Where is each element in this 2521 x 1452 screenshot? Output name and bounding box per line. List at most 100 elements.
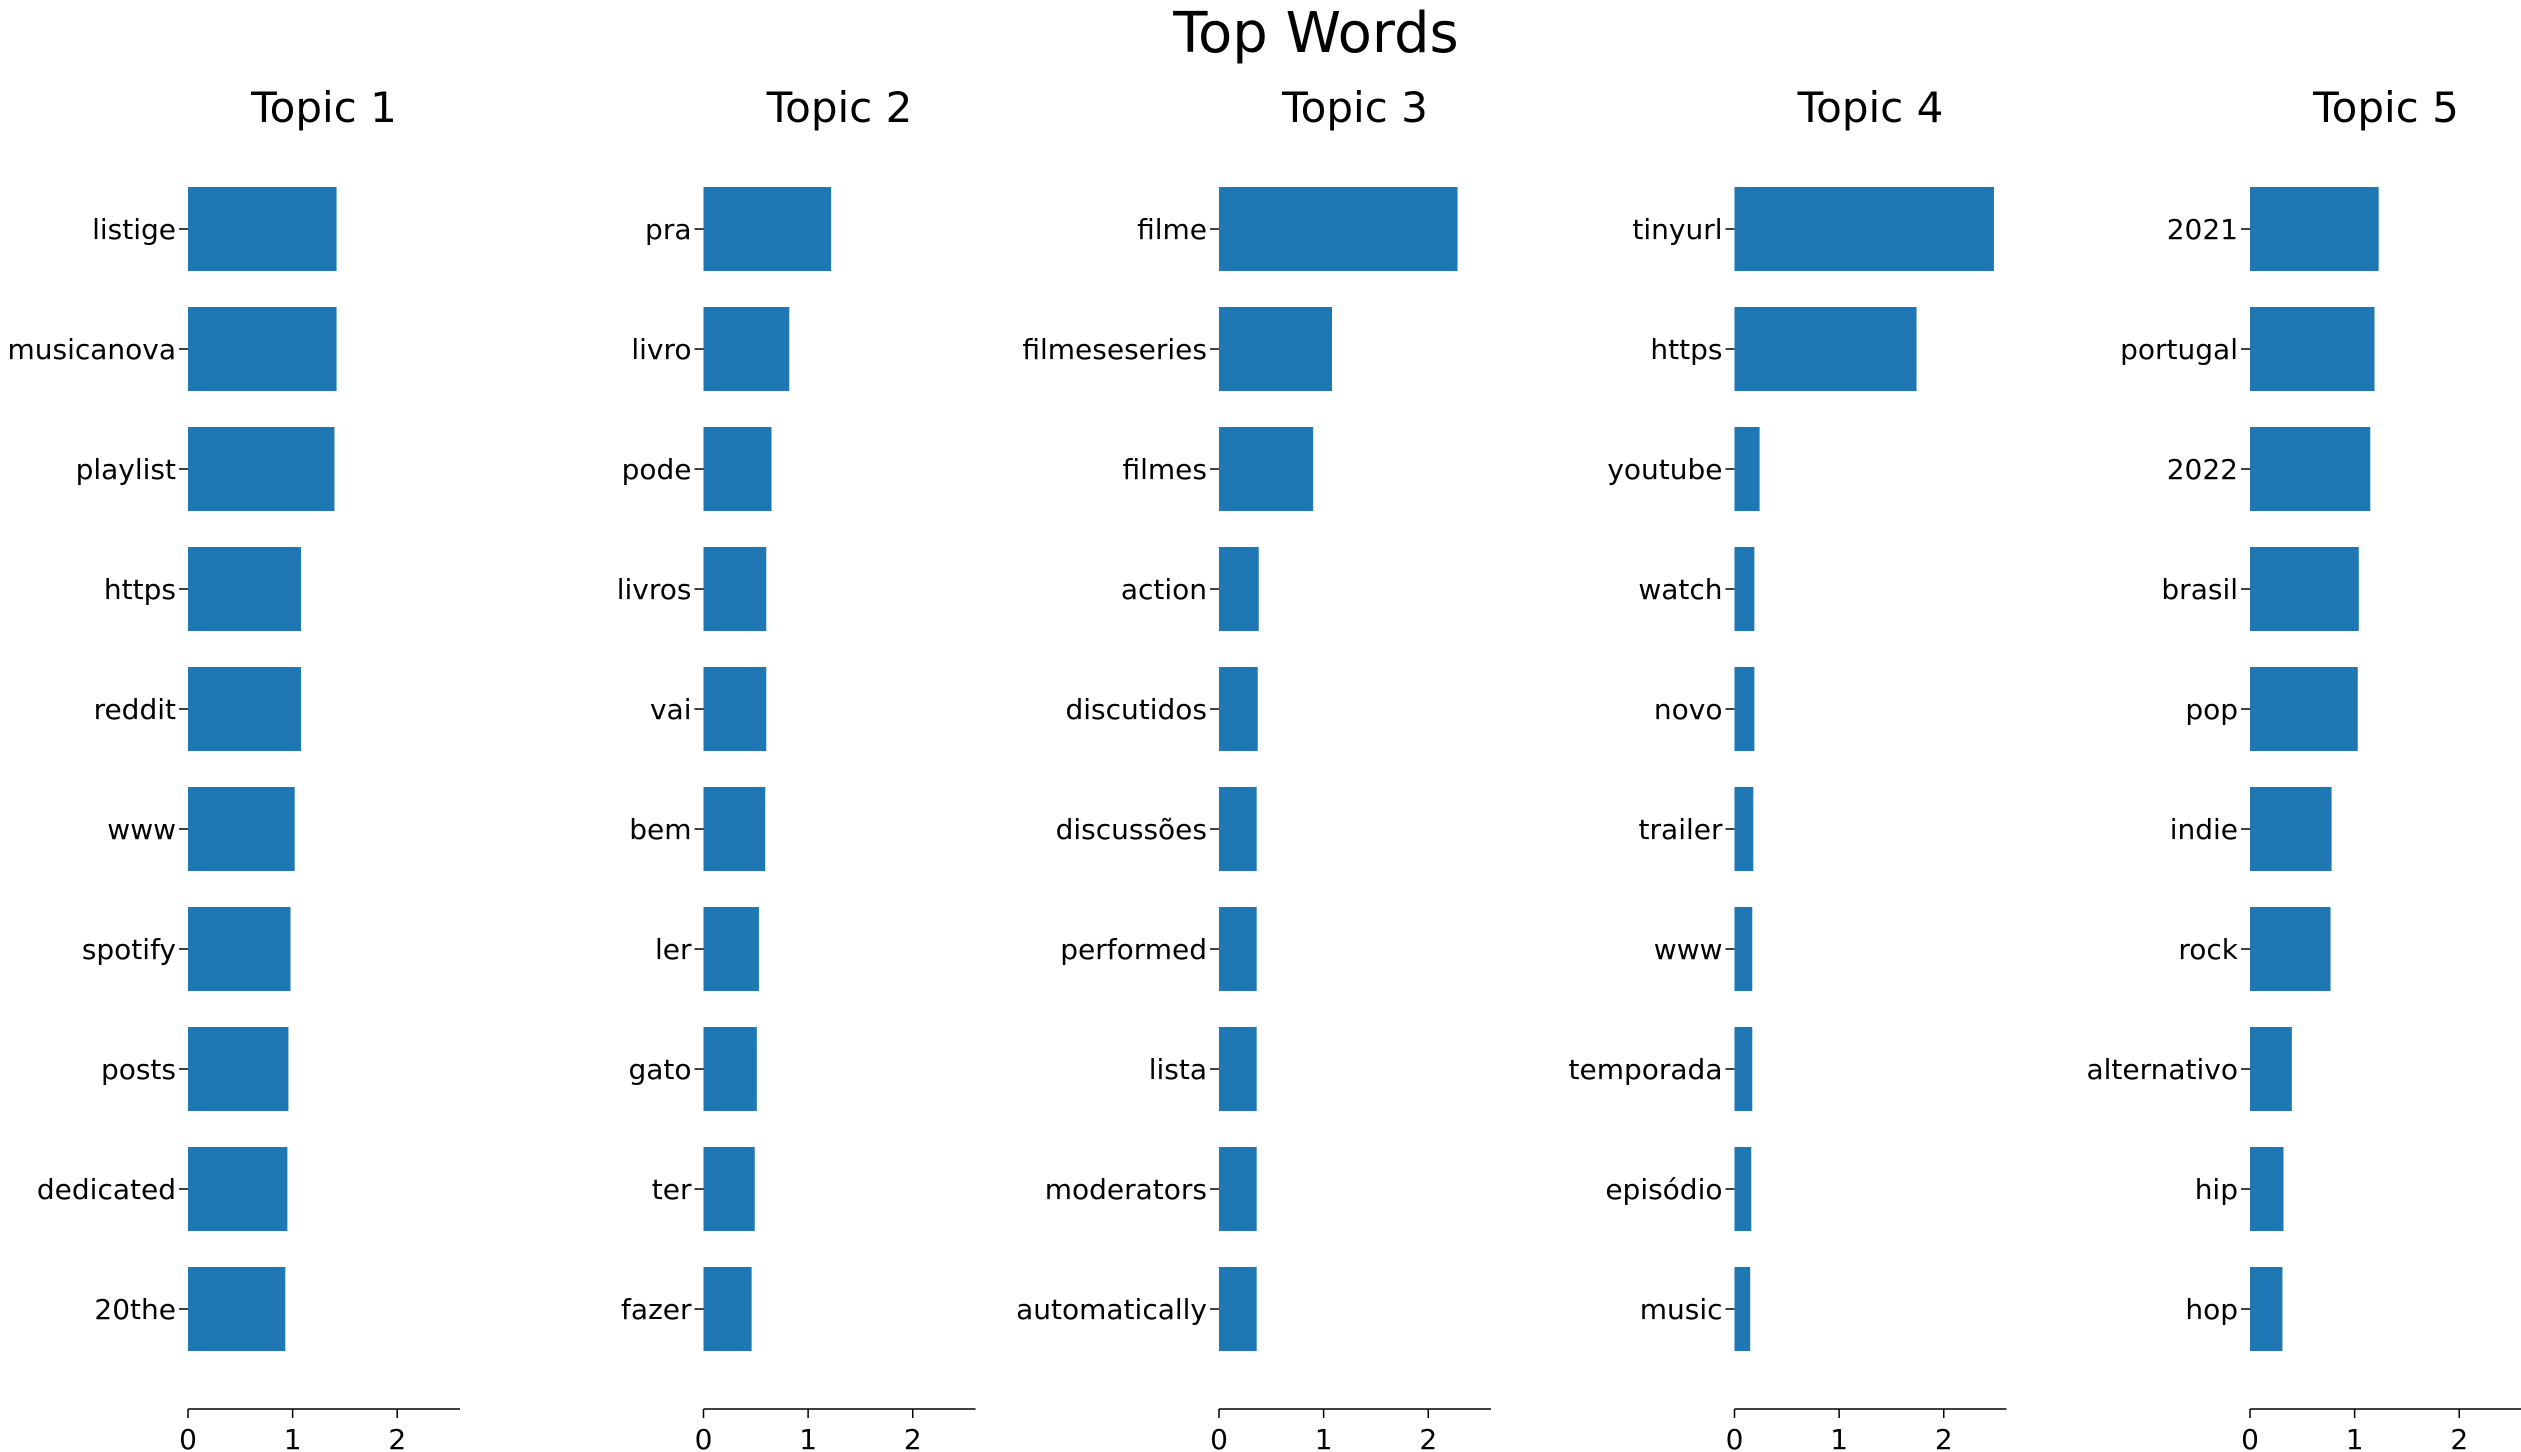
y-tick-label: youtube: [1607, 453, 1722, 486]
bar: [703, 907, 759, 991]
y-tick-label: www: [1654, 933, 1723, 966]
y-tick-label: brasil: [2161, 573, 2238, 606]
topic-panel: Topic 3 filme filmeseseries filmes action dis…: [1016, 83, 1491, 1452]
topic-panel: Topic 2 pra livro pode livros vai bem ler gato te…: [617, 83, 976, 1452]
x-tick-label: 1: [2346, 1423, 2364, 1452]
x-tick-label: 1: [799, 1423, 817, 1452]
y-tick-label: hop: [2185, 1293, 2238, 1326]
figure-title: Top Words: [1172, 1, 1458, 66]
y-tick-label: 2022: [2167, 453, 2238, 486]
bar: [188, 667, 301, 751]
y-tick-label: filmeseseries: [1022, 333, 1207, 366]
bar: [1219, 187, 1458, 271]
bar: [1734, 187, 1994, 271]
y-tick-label: spotify: [82, 933, 176, 966]
panel-title: Topic 5: [2312, 83, 2459, 132]
bar: [703, 427, 772, 511]
x-tick-label: 2: [904, 1423, 922, 1452]
y-tick-label: vai: [650, 693, 692, 726]
bar: [703, 667, 767, 751]
y-tick-label: fazer: [621, 1293, 692, 1326]
panel-title: Topic 1: [250, 83, 397, 132]
bar: [2250, 667, 2358, 751]
x-tick-label: 0: [1210, 1423, 1228, 1452]
x-tick-label: 0: [695, 1423, 713, 1452]
panel-title: Topic 4: [1797, 83, 1944, 132]
y-tick-label: https: [104, 573, 176, 606]
bar: [2250, 1147, 2284, 1231]
bar: [188, 1027, 289, 1111]
bar: [703, 187, 832, 271]
y-tick-label: discutidos: [1065, 693, 1207, 726]
panel-title: Topic 3: [1281, 83, 1428, 132]
x-tick-label: 1: [1315, 1423, 1333, 1452]
bar: [2250, 1027, 2292, 1111]
y-tick-label: filme: [1137, 213, 1207, 246]
y-tick-label: dedicated: [37, 1173, 176, 1206]
bar: [1219, 547, 1259, 631]
y-tick-label: hip: [2195, 1173, 2238, 1206]
bar: [1734, 427, 1760, 511]
y-tick-label: lista: [1149, 1053, 1207, 1086]
y-tick-label: episódio: [1605, 1173, 1722, 1206]
y-tick-label: pop: [2185, 693, 2238, 726]
bar: [188, 427, 335, 511]
bar: [1734, 787, 1754, 871]
bar: [1219, 1267, 1257, 1351]
bar: [1219, 667, 1258, 751]
y-tick-label: automatically: [1016, 1293, 1207, 1326]
y-tick-label: pode: [622, 453, 692, 486]
y-tick-label: listige: [92, 213, 176, 246]
y-tick-label: alternativo: [2086, 1053, 2238, 1086]
y-tick-label: portugal: [2120, 333, 2238, 366]
y-tick-label: trailer: [1639, 813, 1723, 846]
y-tick-label: filmes: [1122, 453, 1207, 486]
bar: [2250, 187, 2379, 271]
bar: [2250, 307, 2375, 391]
topic-panel: Topic 4 tinyurl https youtube watch novo trail…: [1569, 83, 2007, 1452]
bar: [188, 307, 337, 391]
bar: [1219, 787, 1257, 871]
y-tick-label: discussões: [1056, 813, 1207, 846]
bar: [703, 1267, 752, 1351]
topic-panels: Topic 1 listige musicanova playlist https red…: [7, 83, 2521, 1452]
y-tick-label: reddit: [94, 693, 176, 726]
y-tick-label: livros: [617, 573, 692, 606]
y-tick-label: https: [1650, 333, 1722, 366]
bar: [1219, 1027, 1257, 1111]
y-tick-label: posts: [101, 1053, 176, 1086]
y-tick-label: ler: [655, 933, 692, 966]
x-tick-label: 0: [2241, 1423, 2259, 1452]
y-tick-label: 2021: [2167, 213, 2238, 246]
x-tick-label: 0: [179, 1423, 197, 1452]
y-tick-label: performed: [1060, 933, 1207, 966]
bar: [188, 1147, 288, 1231]
y-tick-label: playlist: [76, 453, 176, 486]
bar: [2250, 787, 2332, 871]
y-tick-label: ter: [652, 1173, 692, 1206]
y-tick-label: 20the: [94, 1293, 176, 1326]
topic-panel: Topic 5 2021 portugal 2022 brasil pop indie roc…: [2086, 83, 2521, 1452]
x-tick-label: 2: [388, 1423, 406, 1452]
x-tick-label: 0: [1726, 1423, 1744, 1452]
bar: [1734, 307, 1917, 391]
topic-panel: Topic 1 listige musicanova playlist https red…: [7, 83, 460, 1452]
y-tick-label: watch: [1638, 573, 1722, 606]
bar: [703, 307, 790, 391]
bar: [188, 787, 295, 871]
bar: [2250, 1267, 2283, 1351]
bar: [188, 1267, 286, 1351]
bar: [1219, 1147, 1257, 1231]
bar: [1219, 427, 1314, 511]
bar: [2250, 427, 2371, 511]
x-tick-label: 2: [2450, 1423, 2468, 1452]
panel-title: Topic 2: [766, 83, 913, 132]
bar: [188, 547, 301, 631]
bar: [1734, 1267, 1751, 1351]
y-tick-label: novo: [1654, 693, 1723, 726]
x-tick-label: 1: [1830, 1423, 1848, 1452]
y-tick-label: indie: [2170, 813, 2238, 846]
bar: [2250, 907, 2331, 991]
y-tick-label: livro: [631, 333, 691, 366]
